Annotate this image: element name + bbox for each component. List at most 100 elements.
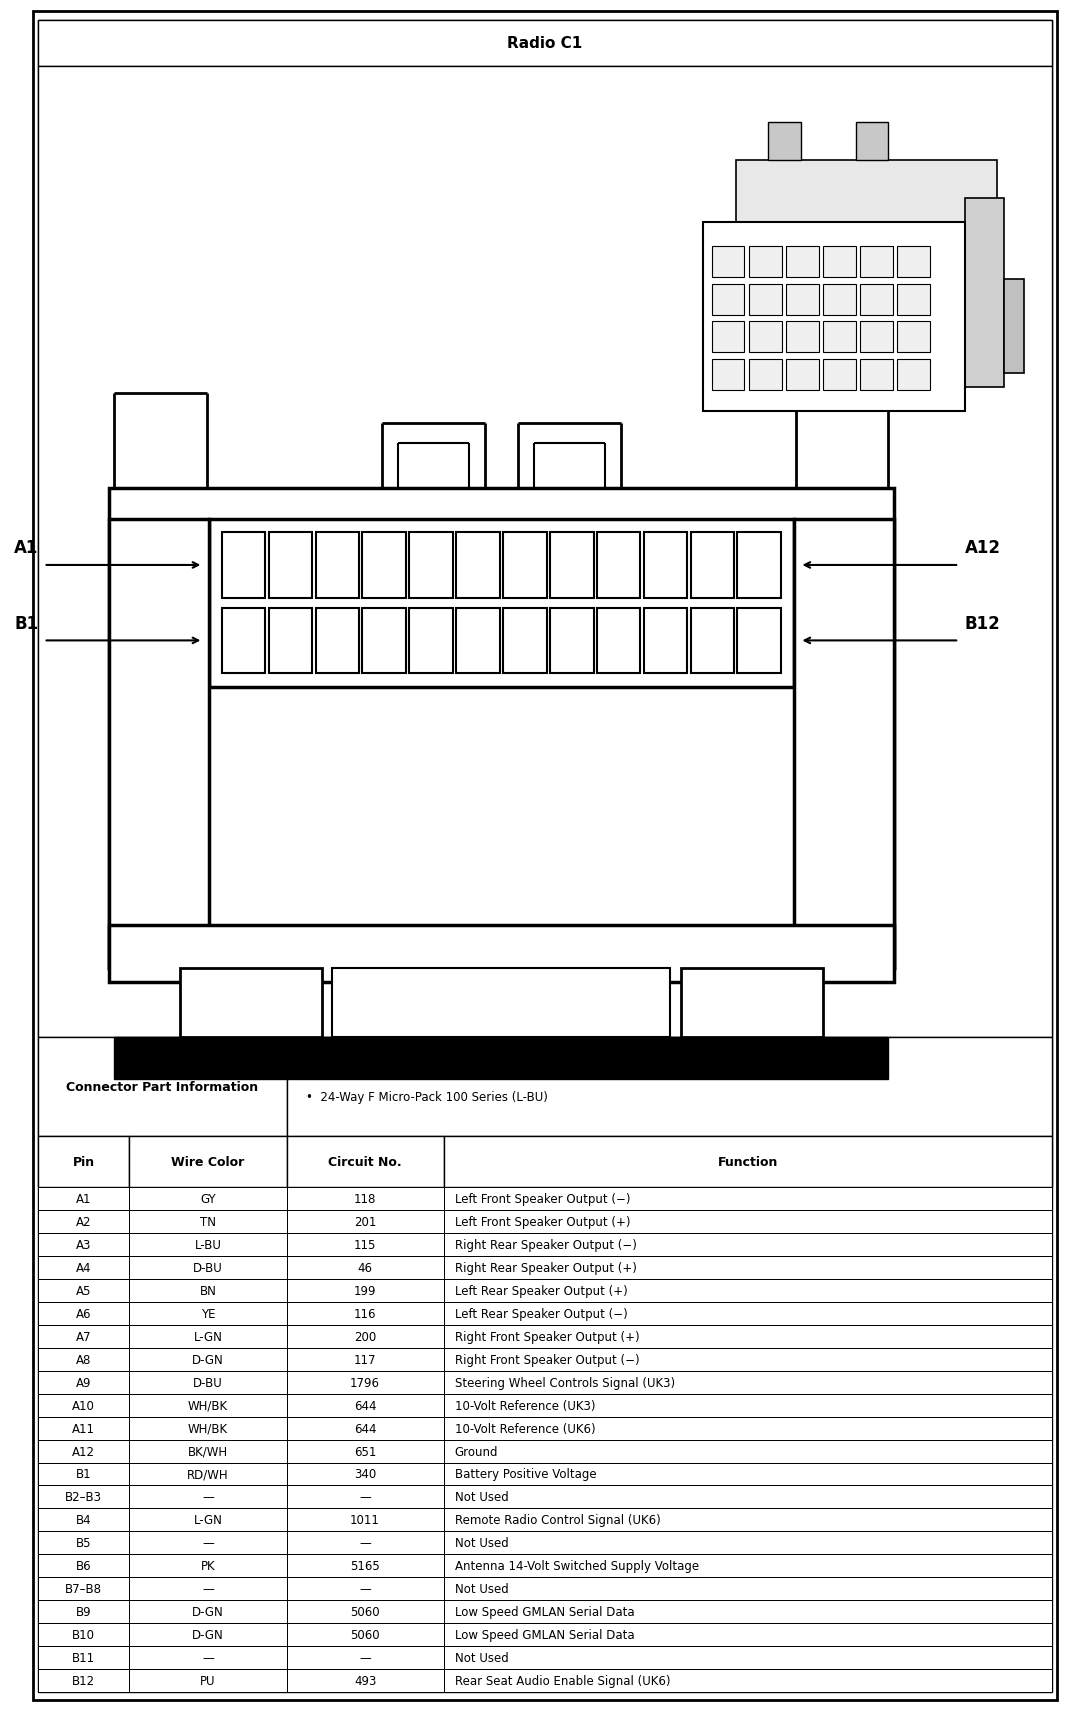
Bar — [130, 1188, 287, 1210]
Bar — [287, 1531, 444, 1555]
Bar — [549, 533, 593, 598]
Bar — [130, 1303, 287, 1325]
Text: D-GN: D-GN — [192, 1628, 223, 1640]
Bar — [444, 1325, 1052, 1349]
Bar — [444, 1440, 1052, 1462]
Text: Not Used: Not Used — [455, 1651, 508, 1664]
Bar — [444, 1601, 1052, 1623]
Bar — [38, 1136, 130, 1188]
Text: Pin: Pin — [73, 1155, 95, 1169]
Text: Left Rear Speaker Output (+): Left Rear Speaker Output (+) — [455, 1284, 627, 1297]
Text: 118: 118 — [354, 1193, 376, 1205]
Text: D-GN: D-GN — [192, 1604, 223, 1618]
Bar — [287, 1188, 444, 1210]
Bar — [444, 1531, 1052, 1555]
Text: B9: B9 — [76, 1604, 92, 1618]
Bar — [130, 1136, 287, 1188]
Text: L-BU: L-BU — [194, 1239, 221, 1251]
Bar — [130, 1279, 287, 1303]
Text: Low Speed GMLAN Serial Data: Low Speed GMLAN Serial Data — [455, 1628, 634, 1640]
Bar — [287, 1279, 444, 1303]
Text: 10-Volt Reference (UK6): 10-Volt Reference (UK6) — [455, 1423, 595, 1435]
Bar — [786, 322, 819, 353]
Bar — [38, 1393, 130, 1417]
Text: L-GN: L-GN — [194, 1330, 222, 1344]
Bar — [38, 1462, 130, 1486]
Bar — [287, 1256, 444, 1279]
Bar — [287, 1508, 444, 1531]
Text: B2–B3: B2–B3 — [65, 1491, 102, 1503]
Text: Radio C1: Radio C1 — [507, 36, 583, 51]
Bar — [130, 1440, 287, 1462]
Bar — [749, 285, 782, 315]
Text: •  12110206: • 12110206 — [306, 1054, 380, 1068]
Bar — [287, 1486, 444, 1508]
Text: 5060: 5060 — [350, 1628, 380, 1640]
Text: Antenna 14-Volt Switched Supply Voltage: Antenna 14-Volt Switched Supply Voltage — [455, 1560, 699, 1572]
Bar — [38, 1188, 130, 1210]
Bar — [712, 322, 744, 353]
Text: A11: A11 — [72, 1423, 95, 1435]
Bar — [549, 608, 593, 674]
Bar — [114, 1037, 888, 1080]
Text: BN: BN — [199, 1284, 217, 1297]
Bar — [444, 1210, 1052, 1234]
Bar — [444, 1279, 1052, 1303]
Bar — [38, 1303, 130, 1325]
Bar — [38, 1440, 130, 1462]
Bar — [38, 1669, 130, 1692]
Text: A2: A2 — [76, 1215, 92, 1229]
Text: 116: 116 — [354, 1308, 376, 1320]
Bar — [287, 1577, 444, 1601]
Text: PU: PU — [201, 1675, 216, 1687]
Bar — [444, 1136, 1052, 1188]
Bar — [444, 1371, 1052, 1393]
Bar — [287, 1601, 444, 1623]
Bar — [38, 1555, 130, 1577]
Bar — [860, 247, 893, 278]
Text: Connector Part Information: Connector Part Information — [66, 1080, 258, 1094]
Bar — [597, 608, 641, 674]
Text: 117: 117 — [354, 1352, 376, 1366]
Text: RD/WH: RD/WH — [187, 1467, 229, 1481]
Bar — [643, 533, 688, 598]
Bar — [287, 1623, 444, 1645]
Text: Not Used: Not Used — [455, 1582, 508, 1596]
Text: —: — — [360, 1491, 371, 1503]
Bar — [456, 608, 499, 674]
Text: A12: A12 — [965, 540, 1001, 557]
Bar — [130, 1555, 287, 1577]
Bar — [786, 285, 819, 315]
Bar — [362, 608, 405, 674]
Bar — [38, 1645, 130, 1669]
Text: B1: B1 — [14, 615, 38, 632]
Bar — [221, 533, 265, 598]
Bar — [897, 285, 930, 315]
Bar — [691, 608, 735, 674]
Text: Right Front Speaker Output (+): Right Front Speaker Output (+) — [455, 1330, 639, 1344]
Bar — [130, 1601, 287, 1623]
Text: B11: B11 — [72, 1651, 95, 1664]
Text: 340: 340 — [354, 1467, 376, 1481]
Bar — [737, 608, 780, 674]
Text: D-BU: D-BU — [193, 1262, 222, 1275]
Text: —: — — [202, 1582, 214, 1596]
Bar — [860, 322, 893, 353]
Bar — [130, 1508, 287, 1531]
Bar — [130, 1393, 287, 1417]
Bar — [38, 1371, 130, 1393]
Bar — [736, 161, 997, 223]
Bar — [410, 533, 453, 598]
Text: 201: 201 — [354, 1215, 376, 1229]
Text: 5165: 5165 — [350, 1560, 380, 1572]
Text: A1: A1 — [14, 540, 38, 557]
Bar — [768, 123, 801, 161]
Bar — [444, 1417, 1052, 1440]
Bar — [130, 1462, 287, 1486]
Bar — [823, 360, 856, 391]
Bar — [823, 285, 856, 315]
Bar — [444, 1462, 1052, 1486]
Bar — [180, 968, 322, 1037]
Text: 493: 493 — [354, 1675, 376, 1687]
Text: D-GN: D-GN — [192, 1352, 223, 1366]
